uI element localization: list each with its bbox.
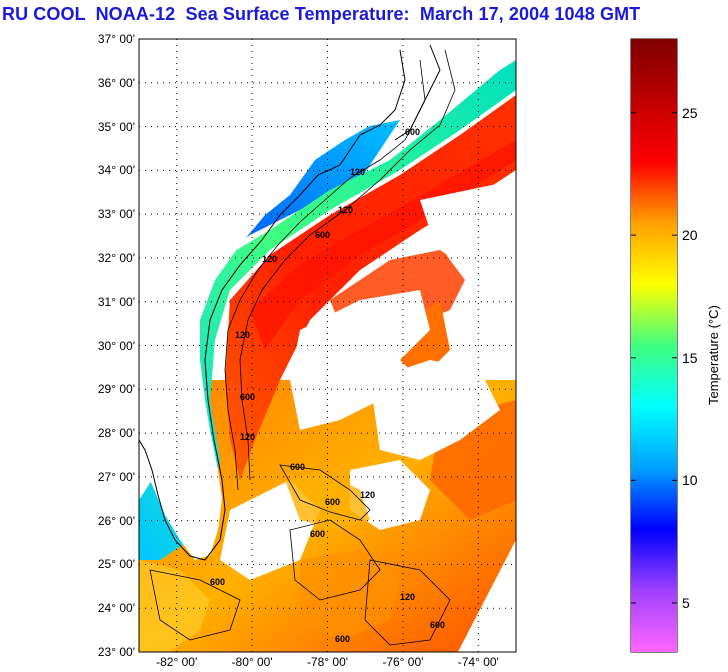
latitude-tick-label: 30° 00' xyxy=(97,338,135,353)
colorbar xyxy=(630,38,678,653)
latitude-tick-label: 36° 00' xyxy=(97,75,135,90)
isobath-depth-label: 600 xyxy=(290,462,305,472)
land-west-florida xyxy=(139,390,160,500)
land-us-southeast xyxy=(139,40,400,560)
latitude-tick-label: 35° 00' xyxy=(97,119,135,134)
colorbar-gradient xyxy=(631,39,677,652)
map-title: RU COOL NOAA-12 Sea Surface Temperature:… xyxy=(2,4,641,24)
bahamas-bank xyxy=(285,470,370,530)
latitude-tick-label: 26° 00' xyxy=(97,513,135,528)
latitude-tick-label: 32° 00' xyxy=(97,250,135,265)
isobath-depth-label: 120 xyxy=(350,167,365,177)
isobath-depth-label: 600 xyxy=(325,497,340,507)
isobath-depth-label: 120 xyxy=(338,205,353,215)
latitude-tick-label: 29° 00' xyxy=(97,382,135,397)
latitude-tick-label: 34° 00' xyxy=(97,163,135,178)
isobath-depth-label: 600 xyxy=(430,620,445,630)
map-frame xyxy=(138,38,517,653)
longitude-tick-label: -80° 00' xyxy=(231,655,273,669)
isobath-depth-label: 600 xyxy=(210,577,225,587)
isobath-labels: 600 120 120 600 120 120 600 120 600 600 120 600 120 6… xyxy=(210,127,445,644)
isobath-600 xyxy=(149,49,456,646)
latitude-tick-label: 28° 00' xyxy=(97,426,135,441)
cloud-4 xyxy=(420,180,516,300)
isobath-depth-label: 600 xyxy=(310,529,325,539)
bahamas-bank-2 xyxy=(300,550,400,640)
cloud-2 xyxy=(290,290,430,430)
isobath-depth-label: 120 xyxy=(262,254,277,264)
latitude-tick-label: 31° 00' xyxy=(97,294,135,309)
isobath-120 xyxy=(224,59,426,491)
isobath-depth-label: 600 xyxy=(315,230,330,240)
north-cold-water xyxy=(139,120,400,330)
longitude-tick-label: -76° 00' xyxy=(382,655,424,669)
graticule xyxy=(139,38,516,653)
colorbar-tick-label: 20 xyxy=(682,227,698,244)
latitude-tick-label: 24° 00' xyxy=(97,601,135,616)
isobath-depth-label: 120 xyxy=(240,432,255,442)
isobath-depth-label: 120 xyxy=(235,330,250,340)
cloud-6 xyxy=(350,460,430,530)
isobath-depth-label: 120 xyxy=(400,592,415,602)
longitude-tick-label: -74° 00' xyxy=(457,655,499,669)
latitude-tick-label: 27° 00' xyxy=(97,469,135,484)
cloud-7 xyxy=(139,560,210,652)
isobath-depth-label: 600 xyxy=(240,392,255,402)
longitude-tick-label: -78° 00' xyxy=(306,655,349,669)
latitude-tick-label: 33° 00' xyxy=(97,207,135,222)
isobath-depth-label: 600 xyxy=(405,127,420,137)
swath-edge-mask xyxy=(458,540,516,652)
isobath-depth-label: 600 xyxy=(335,634,350,644)
latitude-tick-label: 25° 00' xyxy=(97,557,135,572)
colorbar-tick-label: 15 xyxy=(682,349,698,366)
colorbar-tick-label: 10 xyxy=(682,472,698,489)
gulf-stream-core xyxy=(250,140,516,350)
latitude-tick-label: 23° 00' xyxy=(97,645,135,659)
isobath-depth-label: 120 xyxy=(360,490,375,500)
colorbar-tick-label: 5 xyxy=(682,594,690,611)
colorbar-label: Temperature (°C) xyxy=(706,305,721,405)
longitude-tick-label: -82° 00' xyxy=(156,655,198,669)
colorbar-tick-label: 25 xyxy=(682,104,698,121)
latitude-tick-label: 37° 00' xyxy=(97,32,135,46)
